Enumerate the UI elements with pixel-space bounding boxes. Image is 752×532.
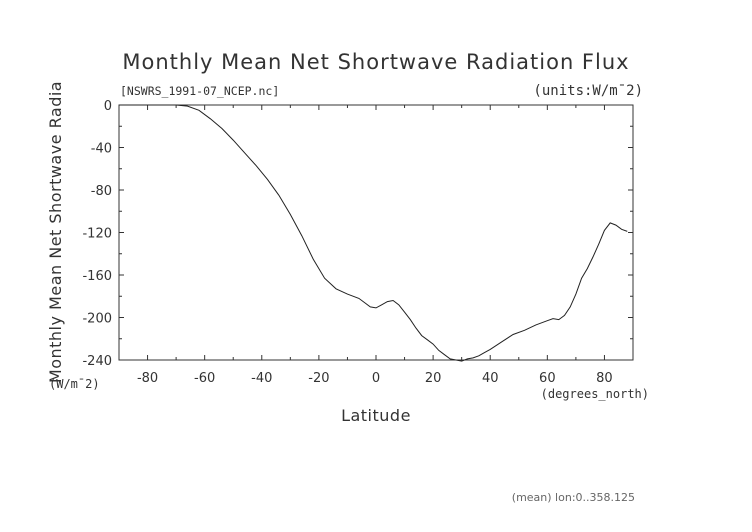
x-axis-ticks: -80 -60 -40 -20 0 20 40 60 80	[118, 105, 634, 386]
x-axis-label: Latitude	[341, 406, 411, 425]
chart-subtitle: [NSWRS_1991-07_NCEP.nc]	[120, 84, 279, 98]
y-axis-label: Monthly Mean Net Shortwave Radia	[46, 81, 65, 383]
x-tick-label: -80	[137, 371, 158, 386]
x-tick-label: -20	[308, 371, 329, 386]
x-tick-label: 40	[482, 371, 499, 386]
x-tick-label: -60	[194, 371, 215, 386]
footer-note: (mean) lon:0..358.125	[512, 491, 635, 504]
x-tick-label: -40	[251, 371, 272, 386]
y-tick-label: -80	[91, 184, 112, 199]
x-tick-label: 80	[596, 371, 613, 386]
x-tick-label: 60	[539, 371, 556, 386]
x-tick-label: 0	[372, 371, 380, 386]
series-line	[119, 104, 628, 362]
y-tick-label: -40	[91, 142, 112, 157]
x-tick-label: 20	[425, 371, 442, 386]
y-axis-ticks: 0 -40 -80 -120 -160 -200 -240	[82, 99, 633, 369]
x-axis-units: (degrees_north)	[541, 387, 649, 401]
plot-frame	[118, 104, 634, 361]
chart-title: Monthly Mean Net Shortwave Radiation Flu…	[122, 50, 629, 74]
y-tick-label: -200	[82, 312, 112, 327]
y-axis-units: (W/m¯2)	[49, 377, 100, 391]
y-tick-label: -120	[82, 227, 112, 242]
y-tick-label: -160	[82, 269, 112, 284]
y-tick-label: 0	[104, 99, 112, 114]
units-label: (units:W/m¯2)	[533, 83, 643, 99]
y-tick-label: -240	[82, 354, 112, 369]
